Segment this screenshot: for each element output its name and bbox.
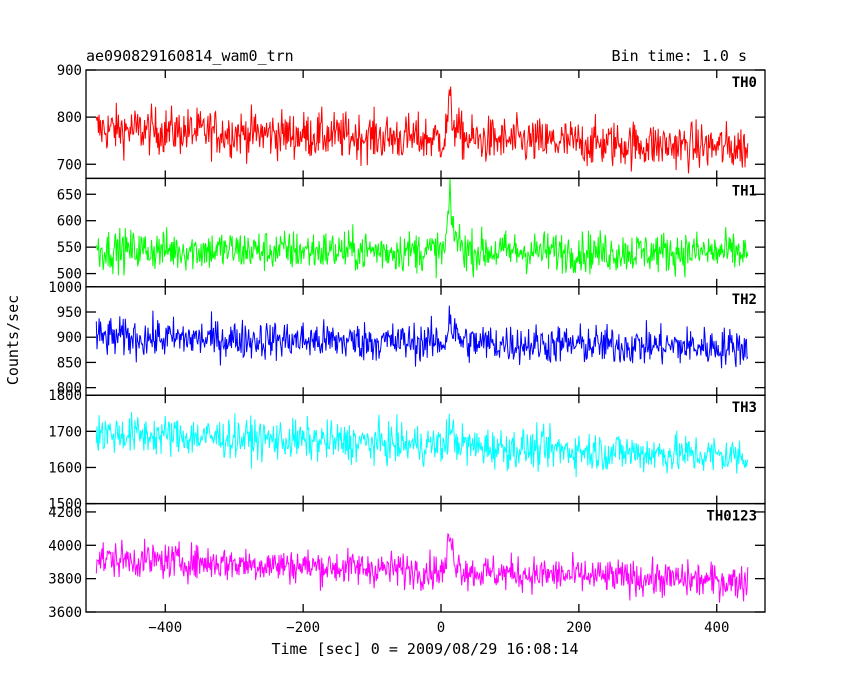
panel-th3: 1500 1600 1700 1800 TH3 <box>48 388 766 513</box>
panel-label: TH1 <box>732 183 757 199</box>
x-axis-label: Time [sec] 0 = 2009/08/29 16:08:14 <box>271 640 578 658</box>
series-line-th1 <box>95 178 749 279</box>
x-tick-label: 200 <box>566 620 591 636</box>
panel-label: TH0 <box>732 75 757 91</box>
x-tick-label: −200 <box>286 620 320 636</box>
series-line-th0123 <box>95 532 749 603</box>
chart-title-right: Bin time: 1.0 s <box>612 47 747 65</box>
panels-group: 700 800 900 TH0 500 550 600 650 TH1 800 850 900 950 1… <box>48 63 766 621</box>
panel-label: TH2 <box>732 292 757 308</box>
panel-label: TH0123 <box>706 509 757 525</box>
series-line-th3 <box>95 412 749 478</box>
x-tick-label: −400 <box>148 620 182 636</box>
y-tick-label: 800 <box>57 110 82 126</box>
x-axis: −400 −200 0 200 400 <box>148 620 729 636</box>
y-tick-label: 550 <box>57 240 82 256</box>
y-tick-label: 3600 <box>48 605 82 621</box>
y-tick-label: 650 <box>57 187 82 203</box>
x-tick-label: 0 <box>437 620 445 636</box>
y-tick-label: 4000 <box>48 538 82 554</box>
panel-th1: 500 550 600 650 TH1 <box>57 177 766 288</box>
y-tick-label: 800 <box>57 381 82 397</box>
y-tick-label: 1000 <box>48 280 82 296</box>
y-tick-label: 500 <box>57 267 82 283</box>
y-tick-label: 600 <box>57 214 82 230</box>
panel-th2: 800 850 900 950 1000 TH2 <box>48 280 766 397</box>
y-tick-label: 850 <box>57 355 82 371</box>
y-tick-label: 3800 <box>48 572 82 588</box>
y-tick-label: 4200 <box>48 505 82 521</box>
panel-frame <box>85 394 766 505</box>
series-line-th0 <box>95 86 749 174</box>
y-axis-label: Counts/sec <box>4 295 22 385</box>
x-tick-label: 400 <box>704 620 729 636</box>
series-line-th2 <box>95 305 749 369</box>
panel-frame <box>85 502 766 613</box>
chart-title-left: ae090829160814_wam0_trn <box>86 47 294 65</box>
y-tick-label: 950 <box>57 305 82 321</box>
y-tick-label: 1800 <box>48 388 82 404</box>
panel-th0123: 3600 3800 4000 4200 TH0123 <box>48 502 766 621</box>
y-tick-label: 900 <box>57 63 82 79</box>
y-tick-label: 1700 <box>48 424 82 440</box>
panel-frame <box>85 177 766 288</box>
panel-label: TH3 <box>732 400 757 416</box>
y-tick-label: 900 <box>57 330 82 346</box>
y-tick-label: 1600 <box>48 460 82 476</box>
panel-th0: 700 800 900 TH0 <box>57 63 766 180</box>
y-tick-label: 1500 <box>48 497 82 513</box>
y-tick-label: 700 <box>57 157 82 173</box>
